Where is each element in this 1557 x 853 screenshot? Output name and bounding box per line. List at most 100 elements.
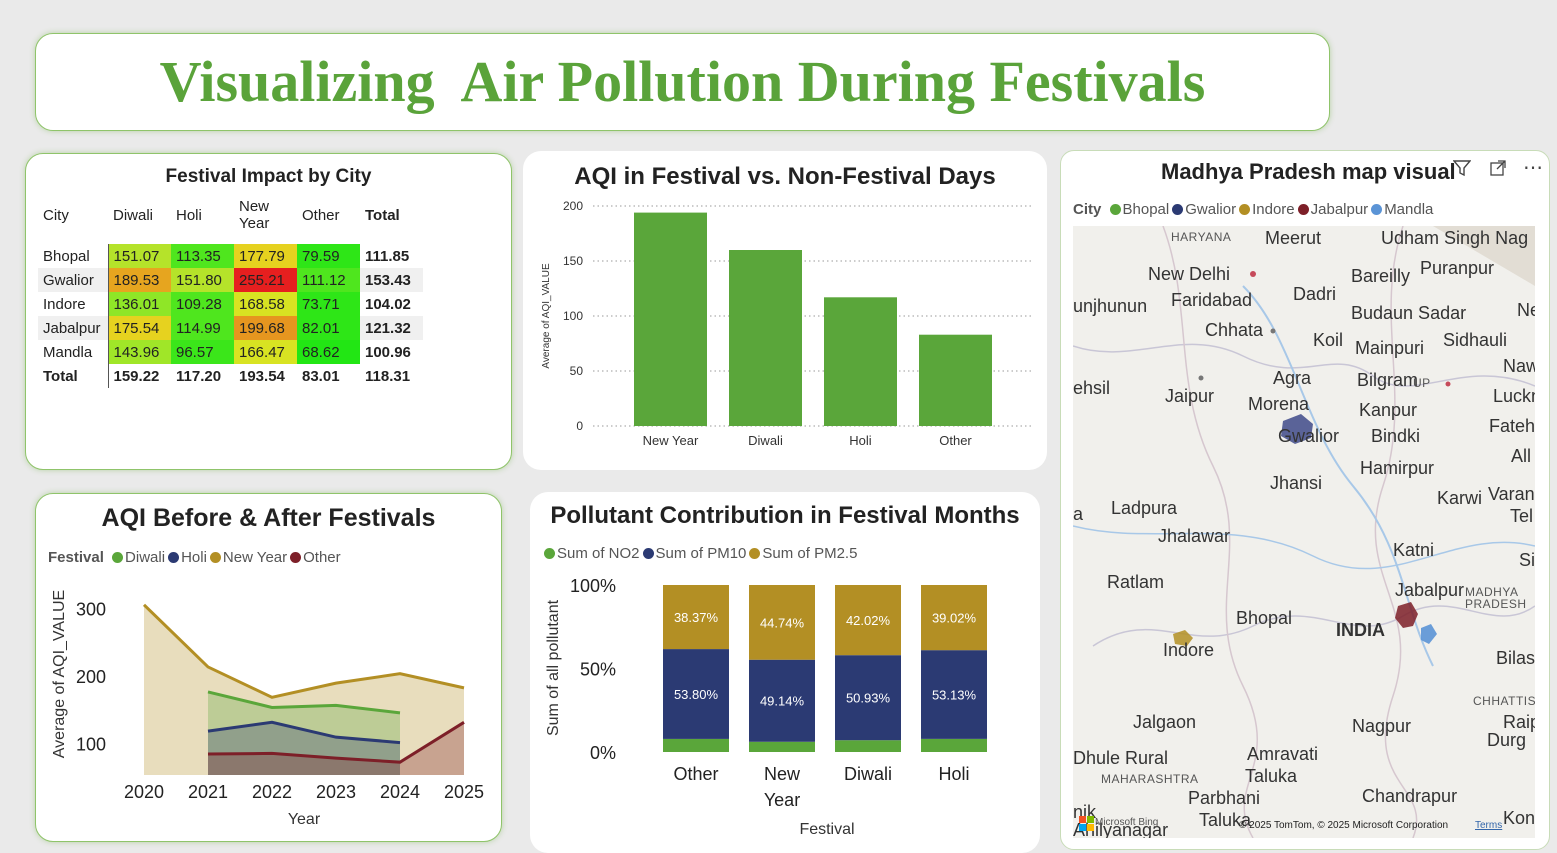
legend-item[interactable]: Gwalior [1172,201,1236,218]
map-legend[interactable]: City Bhopal Gwalior Indore Jabalpur Mandla [1073,201,1436,218]
stacked-bar-segment[interactable] [835,585,901,656]
value-cell[interactable]: 189.53 [108,268,171,292]
table-row[interactable]: Bhopal 151.07 113.35 177.79 79.59 111.85 [38,244,423,268]
row-total-cell[interactable]: 153.43 [360,268,423,292]
total-cell[interactable]: 159.22 [113,367,160,385]
value-cell[interactable]: 151.80 [171,268,234,292]
series-line[interactable] [207,720,401,745]
value-cell[interactable]: 79.59 [297,244,360,268]
focus-mode-icon[interactable] [1489,159,1507,182]
map-place-label: Kon [1503,808,1535,828]
more-options-icon[interactable]: ⋯ [1523,157,1544,179]
stacked-bar-segment[interactable] [749,741,815,752]
festival-impact-matrix[interactable]: Festival Impact by City City Diwali Holi… [25,153,512,470]
bar[interactable] [919,334,992,426]
city-cell[interactable]: Bhopal [38,244,109,268]
legend-dot-icon [1109,204,1121,215]
total-cell[interactable]: 117.20 [176,367,222,385]
matrix-table[interactable]: City Diwali Holi New Year Other Total Bh… [38,194,423,388]
stacked-bar-segment[interactable] [835,655,901,741]
table-row[interactable]: Mandla 143.96 96.57 166.47 68.62 100.96 [38,340,423,364]
stacked-bar-segment[interactable] [921,738,987,752]
y-axis-label: Average of AQI_VALUE [541,263,552,369]
value-cell[interactable]: 166.47 [234,340,297,364]
bar[interactable] [729,250,802,426]
bar-chart-svg[interactable]: 0 50 100 150 200 Average of AQI_VALUE New Year… [523,196,1047,466]
area-legend[interactable]: Festival Diwali Holi New Year Other [48,549,344,566]
value-cell[interactable]: 73.71 [297,292,360,316]
map-canvas[interactable]: HARYANA Meerut Udham Singh Nag New Delhi Bar… [1073,226,1535,838]
bar[interactable] [824,297,897,426]
filter-icon[interactable] [1452,159,1472,182]
map-place-label: Faridabad [1171,290,1253,310]
table-row[interactable]: Gwalior 189.53 151.80 255.21 111.12 153.43 [38,268,423,292]
city-cell[interactable]: Mandla [38,340,109,364]
bar[interactable] [634,212,707,426]
stacked-bar-segment[interactable] [921,650,987,739]
stacked-bar-segment[interactable] [749,659,815,742]
festival-vs-nonfestival-chart[interactable]: AQI in Festival vs. Non-Festival Days 0 5… [523,151,1047,470]
value-cell[interactable]: 151.07 [108,244,171,268]
column-header[interactable]: Other [302,206,340,224]
value-cell[interactable]: 113.35 [171,244,234,268]
value-cell[interactable]: 168.58 [234,292,297,316]
value-cell[interactable]: 109.28 [171,292,234,316]
value-cell[interactable]: 199.68 [234,316,297,340]
stacked-bar-segment[interactable] [749,585,815,660]
total-cell[interactable]: 193.54 [239,367,285,385]
pollutant-contribution-chart[interactable]: Pollutant Contribution in Festival Month… [530,492,1040,853]
legend-item[interactable]: Mandla [1371,201,1433,218]
series-line[interactable] [142,603,465,699]
stacked-bar-segment[interactable] [921,585,987,651]
value-cell[interactable]: 175.54 [108,316,171,340]
value-cell[interactable]: 136.01 [108,292,171,316]
stacked-bar-segment[interactable] [835,740,901,752]
city-cell[interactable]: Jabalpur [38,316,109,340]
stacked-bar-segment[interactable] [663,649,729,739]
aqi-before-after-chart[interactable]: AQI Before & After Festivals Festival Di… [35,493,502,842]
terms-link[interactable]: Terms [1475,820,1503,831]
table-row[interactable]: Jabalpur 175.54 114.99 199.68 82.01 121.32 [38,316,423,340]
series-line[interactable] [207,721,465,764]
legend-item[interactable]: Sum of PM2.5 [749,545,857,562]
stacked-bar-segment[interactable] [663,738,729,752]
legend-item[interactable]: Sum of PM10 [642,545,746,562]
stack-legend[interactable]: Sum of NO2 Sum of PM10 Sum of PM2.5 [544,545,860,562]
legend-item[interactable]: Jabalpur [1297,201,1368,218]
legend-item[interactable]: Other [290,549,341,566]
value-cell[interactable]: 114.99 [171,316,234,340]
legend-item[interactable]: Sum of NO2 [544,545,640,562]
legend-item[interactable]: Diwali [112,549,165,566]
column-header[interactable]: Holi [176,206,202,224]
row-total-cell[interactable]: 121.32 [360,316,423,340]
map-visual-card[interactable]: Madhya Pradesh map visual ⋯ City Bhopal G… [1060,150,1550,850]
legend-item[interactable]: Indore [1239,201,1295,218]
legend-item[interactable]: Holi [168,549,207,566]
legend-item[interactable]: Bhopal [1109,201,1169,218]
series-line[interactable] [207,690,401,715]
value-cell[interactable]: 68.62 [297,340,360,364]
value-cell[interactable]: 111.12 [297,268,360,292]
legend-item[interactable]: New Year [209,549,287,566]
stacked-bar-segment[interactable] [663,585,729,650]
column-header[interactable]: Diwali [113,206,154,224]
area-chart-svg[interactable]: 100 200 300 2020 2021 2022 2023 2024 2025 Year Ave… [36,574,503,839]
total-cell[interactable]: 83.01 [302,367,340,385]
city-cell[interactable]: Gwalior [38,268,109,292]
stack-chart-svg[interactable]: 0% 50% 100% 53.80% 38.37% Other 49.14% 44.74% Ne… [530,568,1040,853]
column-header[interactable]: Total [365,206,400,224]
column-header[interactable]: New Year [239,198,270,232]
value-cell[interactable]: 96.57 [171,340,234,364]
value-cell[interactable]: 82.01 [297,316,360,340]
row-total-cell[interactable]: 100.96 [365,343,411,361]
total-cell[interactable]: 118.31 [365,367,411,385]
value-cell[interactable]: 255.21 [234,268,297,292]
value-cell[interactable]: 143.96 [108,340,171,364]
table-row[interactable]: Indore 136.01 109.28 168.58 73.71 104.02 [38,292,423,316]
row-total-cell[interactable]: 111.85 [365,247,410,265]
column-header[interactable]: City [43,206,69,224]
row-total-cell[interactable]: 104.02 [365,295,411,313]
value-cell[interactable]: 177.79 [234,244,297,268]
total-row[interactable]: Total 159.22 117.20 193.54 83.01 118.31 [38,364,423,388]
city-cell[interactable]: Indore [38,292,109,316]
